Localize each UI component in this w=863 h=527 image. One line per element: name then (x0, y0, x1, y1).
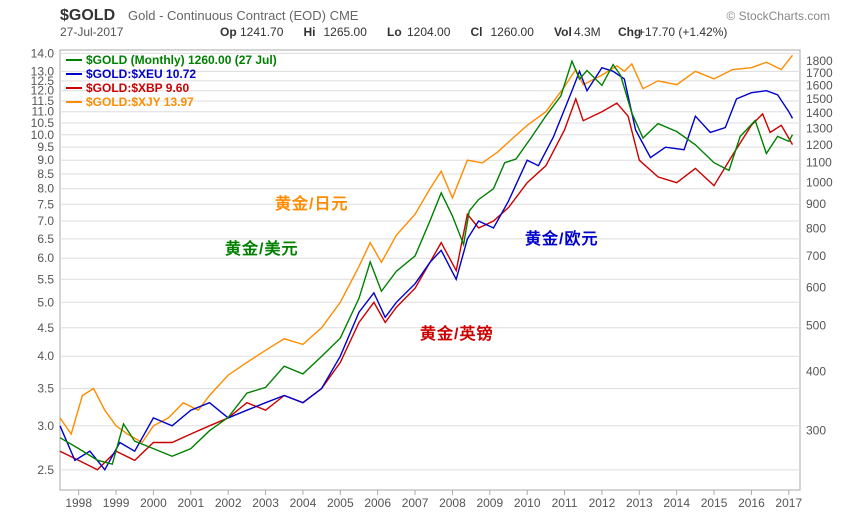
svg-text:8.5: 8.5 (37, 167, 54, 181)
svg-text:$GOLD:$XJY 13.97: $GOLD:$XJY 13.97 (86, 95, 194, 109)
svg-text:2007: 2007 (402, 496, 429, 510)
svg-text:Cl: Cl (471, 25, 483, 39)
svg-text:7.0: 7.0 (37, 214, 54, 228)
svg-text:2008: 2008 (439, 496, 466, 510)
svg-text:2000: 2000 (140, 496, 167, 510)
svg-text:2006: 2006 (364, 496, 391, 510)
svg-text:1400: 1400 (806, 106, 833, 120)
svg-text:Vol: Vol (554, 25, 572, 39)
svg-text:8.0: 8.0 (37, 182, 54, 196)
svg-text:2005: 2005 (327, 496, 354, 510)
svg-text:2009: 2009 (476, 496, 503, 510)
annotation-usd: 黄金/美元 (225, 235, 298, 259)
svg-text:4.5: 4.5 (37, 321, 54, 335)
svg-text:1300: 1300 (806, 121, 833, 135)
svg-text:2014: 2014 (663, 496, 690, 510)
svg-text:3.5: 3.5 (37, 382, 54, 396)
svg-text:2003: 2003 (252, 496, 279, 510)
svg-text:© StockCharts.com: © StockCharts.com (726, 9, 830, 23)
svg-text:1999: 1999 (103, 496, 130, 510)
svg-text:2011: 2011 (552, 496, 578, 510)
svg-text:1800: 1800 (806, 54, 833, 68)
svg-text:1260.00: 1260.00 (491, 25, 535, 39)
svg-text:+17.70 (+1.42%): +17.70 (+1.42%) (638, 25, 727, 39)
svg-text:1265.00: 1265.00 (324, 25, 368, 39)
svg-text:27-Jul-2017: 27-Jul-2017 (60, 25, 124, 39)
svg-text:700: 700 (806, 249, 826, 263)
svg-text:2012: 2012 (589, 496, 616, 510)
svg-text:6.0: 6.0 (37, 251, 54, 265)
svg-text:1204.00: 1204.00 (407, 25, 451, 39)
svg-text:Op: Op (220, 25, 237, 39)
svg-text:1241.70: 1241.70 (240, 25, 284, 39)
svg-text:500: 500 (806, 318, 826, 332)
svg-text:600: 600 (806, 281, 826, 295)
annotation-jpy: 黄金/日元 (275, 190, 348, 214)
svg-text:6.5: 6.5 (37, 232, 54, 246)
svg-text:$GOLD (Monthly) 1260.00 (27 Ju: $GOLD (Monthly) 1260.00 (27 Jul) (86, 53, 277, 67)
svg-text:2017: 2017 (775, 496, 802, 510)
svg-text:2001: 2001 (177, 496, 204, 510)
svg-text:9.0: 9.0 (37, 153, 54, 167)
svg-text:$GOLD:$XEU 10.72: $GOLD:$XEU 10.72 (86, 67, 196, 81)
svg-text:900: 900 (806, 197, 826, 211)
svg-text:4.3M: 4.3M (574, 25, 601, 39)
svg-text:2015: 2015 (701, 496, 728, 510)
svg-text:1100: 1100 (806, 156, 832, 170)
svg-text:3.0: 3.0 (37, 419, 54, 433)
svg-text:1600: 1600 (806, 78, 833, 92)
svg-text:5.5: 5.5 (37, 272, 54, 286)
svg-text:13.0: 13.0 (31, 64, 55, 78)
svg-text:800: 800 (806, 221, 826, 235)
annotation-eur: 黄金/欧元 (525, 225, 598, 249)
svg-text:2013: 2013 (626, 496, 653, 510)
svg-text:2004: 2004 (290, 496, 317, 510)
svg-text:400: 400 (806, 364, 826, 378)
svg-text:1500: 1500 (806, 92, 833, 106)
svg-text:2.5: 2.5 (37, 463, 54, 477)
svg-text:Gold - Continuous Contract (EO: Gold - Continuous Contract (EOD) CME (128, 8, 359, 23)
svg-text:4.0: 4.0 (37, 349, 54, 363)
svg-text:2010: 2010 (514, 496, 541, 510)
svg-text:$GOLD:$XBP 9.60: $GOLD:$XBP 9.60 (86, 81, 189, 95)
svg-text:Lo: Lo (387, 25, 402, 39)
svg-text:7.5: 7.5 (37, 197, 54, 211)
svg-text:1998: 1998 (65, 496, 92, 510)
svg-text:14.0: 14.0 (31, 46, 55, 60)
svg-text:1000: 1000 (806, 175, 833, 189)
svg-text:2002: 2002 (215, 496, 242, 510)
svg-text:$GOLD: $GOLD (60, 7, 115, 24)
svg-text:2016: 2016 (738, 496, 765, 510)
svg-text:300: 300 (806, 424, 826, 438)
svg-text:Hi: Hi (304, 25, 316, 39)
svg-text:5.0: 5.0 (37, 295, 54, 309)
svg-text:1200: 1200 (806, 138, 833, 152)
annotation-gbp: 黄金/英镑 (420, 320, 493, 344)
svg-text:9.5: 9.5 (37, 140, 54, 154)
